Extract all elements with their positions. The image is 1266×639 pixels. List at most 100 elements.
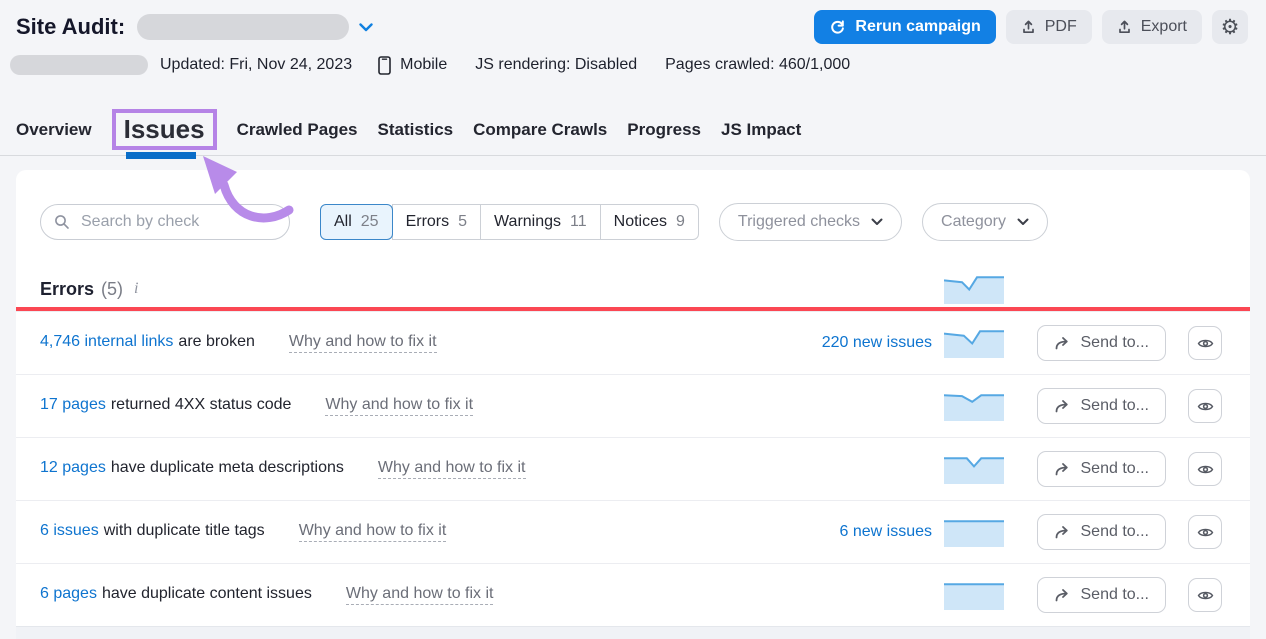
dropdown-label: Category (941, 213, 1006, 230)
why-how-to-fix-link[interactable]: Why and how to fix it (288, 333, 437, 353)
issue-trend-sparkline (932, 329, 1016, 358)
why-how-to-fix-link[interactable]: Why and how to fix it (377, 459, 526, 479)
gear-icon: ⚙ (1220, 15, 1240, 39)
issue-trend-sparkline (932, 392, 1016, 421)
rerun-campaign-label: Rerun campaign (855, 18, 981, 35)
tab-progress[interactable]: Progress (627, 119, 701, 139)
hide-issue-button[interactable] (1188, 578, 1222, 612)
issue-link[interactable]: 12 pages (40, 459, 106, 476)
send-to-label: Send to... (1080, 523, 1150, 540)
segment-count: 25 (360, 213, 379, 230)
refresh-icon (831, 19, 845, 34)
chevron-down-icon (1017, 218, 1029, 225)
issue-link[interactable]: 6 pages (40, 585, 97, 602)
js-rendering-status: JS rendering: Disabled (475, 56, 638, 73)
segment-label: All (334, 213, 352, 230)
search-input[interactable] (40, 204, 290, 240)
campaign-selector[interactable] (137, 14, 373, 40)
send-to-button[interactable]: Send to... (1036, 577, 1166, 613)
section-count: (5) (101, 278, 124, 299)
eye-icon (1197, 591, 1213, 599)
why-how-to-fix-link[interactable]: Why and how to fix it (325, 396, 474, 416)
new-issues-link[interactable]: 220 new issues (821, 334, 932, 351)
send-to-button[interactable]: Send to... (1036, 388, 1166, 424)
top-actions: Rerun campaign PDF Export ⚙ (814, 10, 1248, 44)
send-to-label: Send to... (1080, 397, 1150, 414)
tab-crawled-pages[interactable]: Crawled Pages (236, 119, 358, 139)
meta-bar: Updated: Fri, Nov 24, 2023 Mobile JS ren… (10, 52, 1248, 78)
send-to-button[interactable]: Send to... (1036, 514, 1166, 550)
eye-icon (1197, 465, 1213, 473)
issue-row: 4,746 internal links are broken Why and … (16, 311, 1250, 374)
next-section-strip (16, 626, 1250, 639)
issue-trend-sparkline (932, 455, 1016, 484)
search-icon (55, 215, 69, 229)
chevron-down-icon (359, 22, 373, 31)
issue-link[interactable]: 4,746 internal links (40, 333, 174, 350)
export-button[interactable]: Export (1101, 10, 1202, 44)
send-to-label: Send to... (1080, 460, 1150, 477)
settings-button[interactable]: ⚙ (1212, 10, 1248, 44)
upload-icon (1118, 20, 1130, 34)
send-to-button[interactable]: Send to... (1036, 325, 1166, 361)
severity-segmented-control: All 25 Errors 5 Warnings 11 Notices 9 (320, 204, 699, 240)
issue-trend-sparkline (932, 518, 1016, 547)
why-how-to-fix-link[interactable]: Why and how to fix it (298, 522, 447, 542)
send-arrow-icon (1055, 526, 1068, 539)
tab-overview[interactable]: Overview (16, 119, 92, 139)
issues-panel: All 25 Errors 5 Warnings 11 Notices 9 Tr… (16, 170, 1250, 639)
segment-count: 9 (676, 213, 685, 230)
eye-icon (1197, 528, 1213, 536)
segment-count: 5 (458, 213, 468, 230)
hide-issue-button[interactable] (1188, 515, 1222, 549)
eye-icon (1197, 339, 1213, 347)
issue-trend-sparkline (932, 581, 1016, 610)
segment-label: Errors (405, 213, 450, 230)
category-dropdown[interactable]: Category (922, 203, 1048, 241)
issue-link[interactable]: 17 pages (40, 396, 106, 413)
issue-text: with duplicate title tags (103, 522, 265, 539)
issue-text: have duplicate content issues (101, 585, 312, 602)
pdf-label: PDF (1044, 18, 1077, 35)
why-how-to-fix-link[interactable]: Why and how to fix it (345, 585, 494, 605)
upload-icon (1022, 20, 1034, 34)
section-title: Errors (40, 278, 95, 299)
hide-issue-button[interactable] (1188, 452, 1222, 486)
info-icon[interactable]: i (134, 280, 139, 297)
send-to-label: Send to... (1080, 334, 1150, 351)
chevron-down-icon (871, 218, 883, 225)
errors-section-header: Errors (5) i (16, 271, 1250, 307)
tab-bar: Overview Issues Crawled Pages Statistics… (0, 104, 1266, 159)
issue-row: 6 issues with duplicate title tags Why a… (16, 500, 1250, 563)
send-arrow-icon (1055, 400, 1068, 413)
segment-label: Warnings (494, 213, 562, 230)
device-label: Mobile (400, 56, 448, 73)
segment-all[interactable]: All 25 (320, 204, 393, 240)
mobile-icon (378, 55, 391, 75)
send-arrow-icon (1055, 589, 1068, 602)
tab-statistics[interactable]: Statistics (377, 119, 454, 139)
search-box (40, 204, 290, 240)
eye-icon (1197, 402, 1213, 410)
send-arrow-icon (1055, 463, 1068, 476)
segment-notices[interactable]: Notices 9 (599, 204, 699, 240)
pdf-button[interactable]: PDF (1005, 10, 1092, 44)
hide-issue-button[interactable] (1188, 389, 1222, 423)
segment-label: Notices (613, 213, 667, 230)
send-to-button[interactable]: Send to... (1036, 451, 1166, 487)
segment-errors[interactable]: Errors 5 (391, 204, 482, 240)
issue-link[interactable]: 6 issues (40, 522, 99, 539)
updated-date: Updated: Fri, Nov 24, 2023 (160, 56, 353, 73)
hide-issue-button[interactable] (1188, 326, 1222, 360)
tab-js-impact[interactable]: JS Impact (720, 119, 802, 139)
tab-compare-crawls[interactable]: Compare Crawls (473, 119, 608, 139)
rerun-campaign-button[interactable]: Rerun campaign (814, 10, 996, 44)
issue-row: 17 pages returned 4XX status code Why an… (16, 374, 1250, 437)
segment-warnings[interactable]: Warnings 11 (480, 204, 601, 240)
triggered-checks-dropdown[interactable]: Triggered checks (718, 203, 903, 241)
issue-row: 12 pages have duplicate meta description… (16, 437, 1250, 500)
errors-trend-sparkline (932, 275, 1016, 304)
tab-issues[interactable]: Issues (111, 109, 217, 159)
errors-severity-bar (16, 307, 1250, 311)
new-issues-link[interactable]: 6 new issues (839, 523, 933, 540)
